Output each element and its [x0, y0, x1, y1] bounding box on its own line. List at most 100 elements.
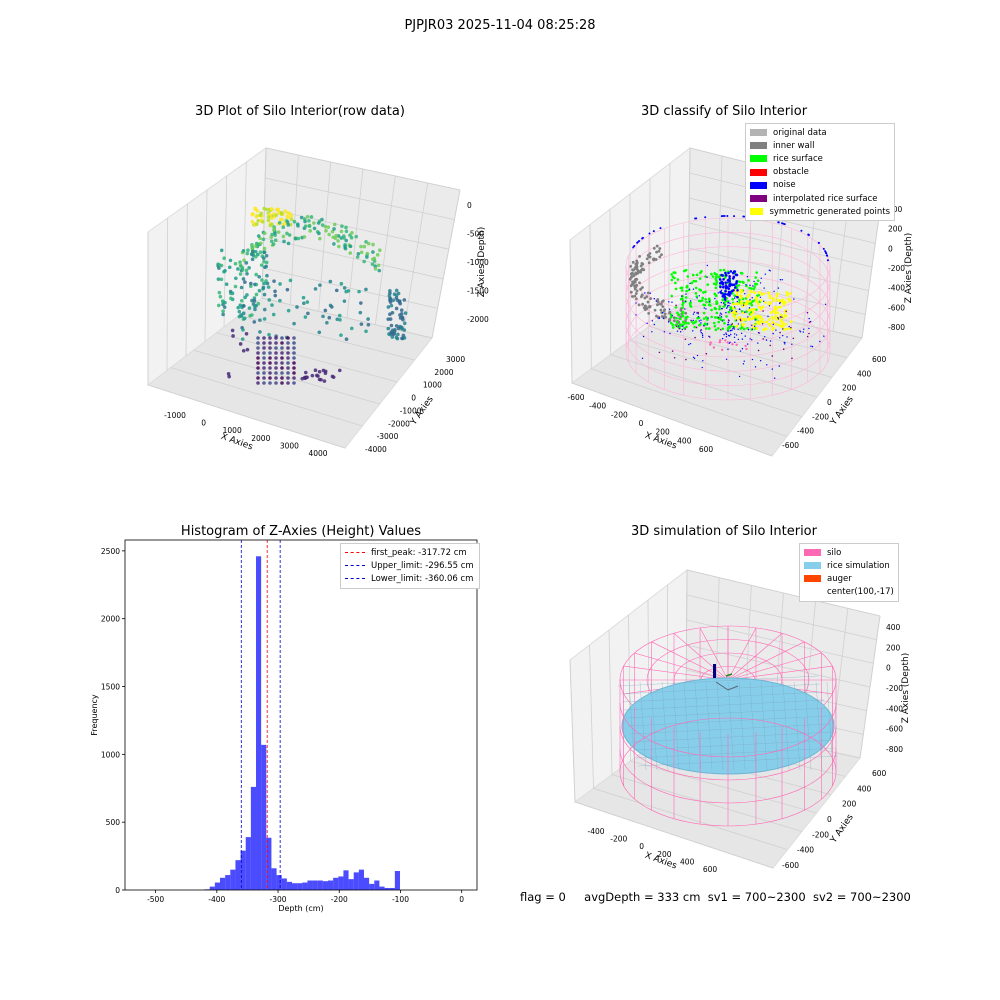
status-sv1: sv1 = 700~2300: [707, 890, 806, 904]
classify-point: [756, 316, 760, 320]
classify-point: [689, 342, 692, 345]
classify-point: [734, 311, 738, 315]
classify-point: [648, 232, 651, 235]
raw-point: [262, 366, 266, 370]
classify-point: [686, 315, 689, 319]
raw-point: [259, 241, 263, 246]
raw-point: [292, 366, 296, 370]
raw-point: [259, 263, 264, 267]
classify-point: [685, 358, 687, 361]
raw-point: [376, 263, 381, 268]
classify-point: [781, 279, 783, 281]
raw-point: [217, 266, 221, 270]
raw-point: [285, 220, 290, 224]
raw-point: [242, 316, 247, 321]
classify-point: [788, 292, 792, 295]
classify-point: [706, 276, 708, 278]
classify-point: [692, 330, 694, 332]
raw-point: [244, 261, 249, 265]
classify-y-tick-label: 200: [842, 384, 857, 393]
classify-point: [789, 320, 793, 323]
raw-y-tick-label: 3000: [446, 355, 465, 364]
raw-point: [236, 267, 240, 271]
raw-point: [357, 289, 361, 294]
classify-point: [638, 281, 641, 285]
classify-point: [634, 292, 638, 295]
raw-point: [262, 246, 267, 251]
status-avg-depth: avgDepth = 333 cm: [584, 890, 701, 904]
classify-point: [802, 331, 805, 333]
histogram-legend-line: [345, 552, 365, 554]
raw-point: [296, 236, 301, 241]
classify-point: [808, 321, 811, 323]
histogram-bar: [358, 869, 364, 890]
classify-point: [635, 297, 638, 301]
classify-z-tick-label: -200: [888, 264, 905, 273]
raw-point: [331, 235, 336, 240]
classify-point: [677, 325, 680, 327]
classify-point: [715, 311, 719, 315]
classify-point: [777, 299, 781, 302]
raw-point: [256, 366, 260, 370]
classify-point: [662, 311, 664, 314]
raw-point: [365, 255, 369, 259]
classify-point: [730, 310, 733, 313]
raw-point: [238, 272, 243, 276]
classify-point: [717, 316, 720, 319]
raw-point: [255, 222, 259, 226]
raw-point: [273, 293, 278, 298]
classify-point: [746, 326, 749, 330]
raw-y-tick-label: -3000: [377, 432, 399, 441]
classify-point: [629, 265, 633, 268]
classify-point: [806, 311, 809, 314]
classify-point: [721, 327, 725, 331]
raw-point: [390, 311, 395, 315]
raw-point: [262, 341, 266, 345]
raw-point: [274, 361, 278, 365]
raw-point: [280, 346, 284, 350]
histogram-bar: [220, 877, 226, 890]
classify-point: [667, 321, 670, 323]
classify-point: [669, 321, 673, 325]
raw-point: [287, 233, 292, 237]
classify-point: [728, 275, 731, 278]
auger-marker: [713, 664, 739, 691]
histogram-bar: [214, 882, 221, 890]
classify-point: [735, 282, 738, 285]
raw-z-tick-label: -2000: [467, 315, 489, 324]
classify-point: [698, 288, 701, 291]
classify-point: [746, 276, 749, 278]
classify-point: [741, 318, 744, 321]
raw-x-tick-label: 3000: [280, 441, 299, 450]
classify-point: [724, 304, 726, 306]
raw-point: [296, 224, 300, 228]
histogram-bar: [271, 868, 277, 890]
classify-point: [729, 330, 731, 332]
classify-point: [777, 221, 780, 224]
raw-point: [264, 260, 269, 265]
classify-point: [771, 355, 774, 357]
raw-point: [286, 210, 290, 215]
raw-point: [274, 341, 278, 345]
classify-point: [690, 319, 692, 322]
classify-point: [696, 312, 698, 314]
classify-x-tick-label: -200: [611, 410, 628, 419]
raw-point: [263, 265, 267, 270]
raw-point: [399, 308, 404, 312]
classify-point: [637, 303, 641, 307]
raw-point: [285, 287, 290, 292]
raw-point: [262, 371, 266, 375]
raw-point: [250, 212, 255, 217]
classify-point: [668, 301, 670, 303]
raw-point: [286, 361, 290, 365]
simulation-z-tick-label: -600: [886, 725, 903, 734]
classify-point: [652, 246, 656, 250]
classify-point: [703, 325, 705, 327]
raw-point: [386, 326, 391, 331]
classify-point: [784, 322, 788, 326]
classify-point: [631, 260, 635, 264]
classify-point: [726, 324, 729, 326]
classify-y-tick-label: -200: [812, 412, 829, 421]
classify-point: [692, 313, 695, 315]
raw-point: [306, 311, 310, 316]
